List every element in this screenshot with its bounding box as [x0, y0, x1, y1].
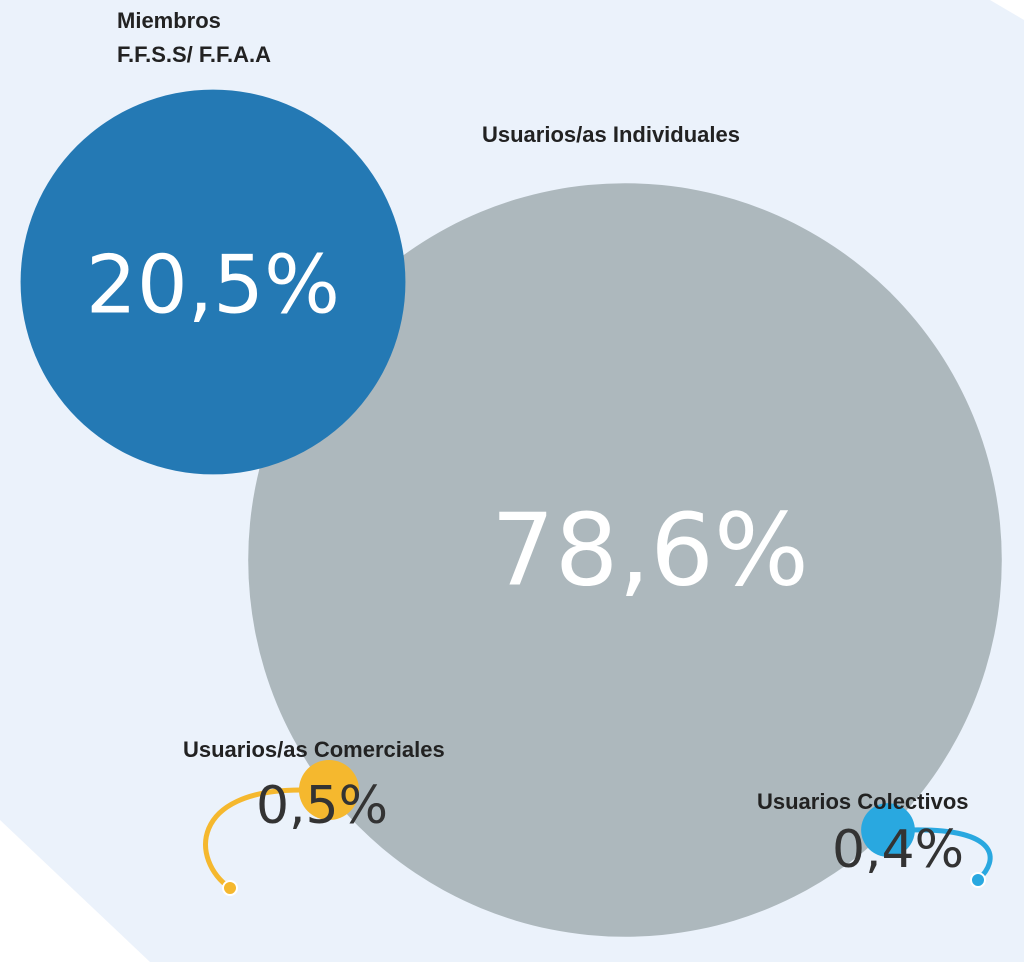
connector — [909, 827, 993, 882]
bubble — [248, 183, 1002, 937]
value-label: 78,6% — [491, 491, 809, 609]
category-label: Miembros F.F.S.S/ F.F.A.A — [117, 8, 272, 67]
bubble — [861, 803, 915, 857]
bubble — [298, 759, 360, 821]
bubble — [20, 89, 406, 475]
connector — [203, 787, 301, 891]
value-label: 0,5% — [255, 776, 389, 836]
connector-dot — [970, 872, 986, 888]
category-label: Usuarios/as Comerciales — [183, 737, 445, 762]
value-label: 0,4% — [831, 820, 965, 880]
value-label: 20,5% — [85, 238, 341, 332]
category-label: Usuarios Colectivos — [757, 789, 969, 814]
connector-dot — [222, 880, 238, 896]
category-label: Usuarios/as Individuales — [482, 122, 740, 147]
